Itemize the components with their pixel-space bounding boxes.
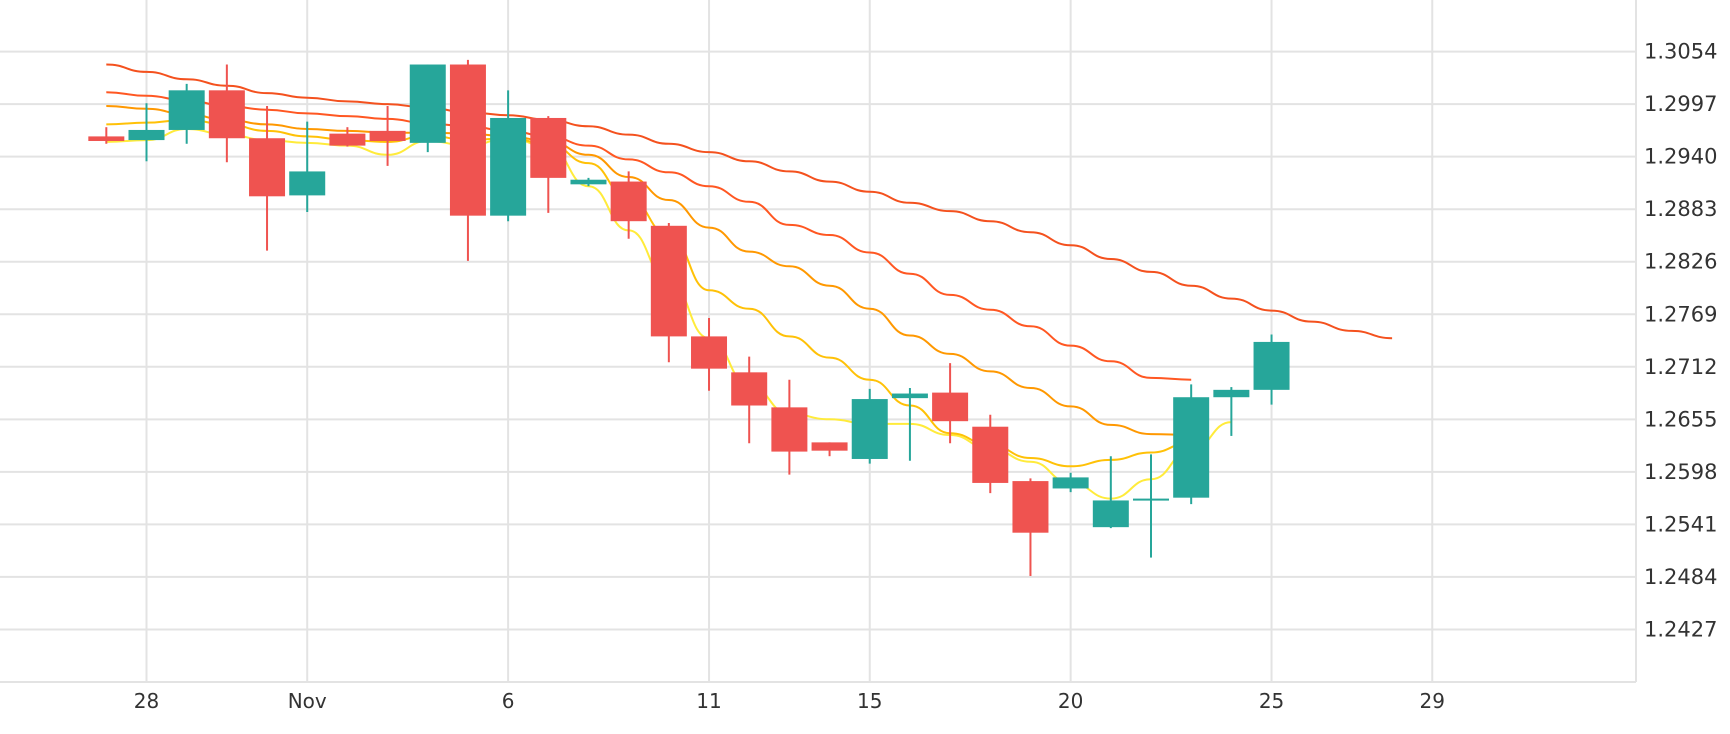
candle-up [1173,384,1210,505]
candle-body [972,426,1009,483]
candle-body [851,399,888,459]
x-axis: 28 Nov 6 11 15 20 25 29 [134,689,1445,713]
candle-up [1253,334,1290,405]
y-tick-label: 1.2940 [1644,145,1717,169]
candle-body [1133,498,1169,501]
x-tick-label: Nov [288,689,327,713]
candle-up [128,103,165,162]
candle-body [289,171,326,196]
candle-body [449,64,486,216]
candle-down [249,105,286,251]
y-tick-label: 1.2484 [1644,565,1717,589]
candle-up [851,388,888,464]
y-axis: 1.3054 1.2997 1.2940 1.2883 1.2826 1.2769 1.27… [1644,40,1717,642]
y-tick-label: 1.2712 [1644,355,1717,379]
candle-body [650,225,687,337]
candle-body [891,393,928,399]
y-tick-label: 1.2427 [1644,617,1717,641]
candle-body [1012,481,1049,533]
x-tick-label: 15 [857,689,882,713]
moving-average-line-5 [106,63,1393,340]
candle-body [249,138,286,197]
candle-down [449,59,486,261]
candle-body [771,407,808,452]
candle-body [208,90,245,139]
candle-up [1052,472,1089,493]
candle-up [1092,456,1129,529]
candle-up [1133,454,1169,558]
moving-average-line-3 [106,105,1192,436]
candle-body [610,181,647,222]
candle-down [530,116,567,213]
candle-down [88,127,125,144]
candle-body [1092,500,1129,528]
x-tick-label: 25 [1259,689,1284,713]
candle-body [691,336,728,369]
candle-down [650,223,687,363]
candle-body [369,130,406,142]
candle-up [409,64,446,153]
y-tick-label: 1.2541 [1644,512,1717,536]
candle-body [570,179,607,185]
x-tick-label: 29 [1420,689,1445,713]
x-tick-label: 28 [134,689,159,713]
candle-body [490,117,527,216]
candle-body [1253,341,1290,390]
candle-up [289,121,326,212]
candle-up [490,90,527,222]
candle-body [329,133,366,146]
candle-body [168,90,205,130]
grid-layer [0,0,1637,683]
candle-body [530,117,567,178]
y-tick-label: 1.2997 [1644,92,1717,116]
y-tick-label: 1.2598 [1644,460,1717,484]
candle-down [691,317,728,391]
candle-body [1052,477,1089,489]
candle-down [731,356,768,444]
y-tick-label: 1.2826 [1644,250,1717,274]
y-tick-label: 1.3054 [1644,40,1717,64]
candle-body [932,392,969,422]
x-tick-label: 11 [696,689,721,713]
candle-down [972,414,1009,494]
x-tick-label: 20 [1058,689,1083,713]
candle-body [731,372,768,406]
candle-body [811,442,848,451]
candle-body [1173,397,1210,498]
moving-average-layer [106,63,1393,500]
moving-average-line-4 [106,91,1192,381]
candle-layer [88,59,1290,577]
candle-down [771,379,808,475]
candle-up [570,177,607,187]
candle-body [1213,389,1250,398]
candle-up [1213,387,1250,436]
candle-down [811,442,848,457]
y-tick-label: 1.2883 [1644,197,1717,221]
y-tick-label: 1.2769 [1644,302,1717,326]
candle-down [369,105,406,166]
candle-down [329,127,366,147]
x-tick-label: 6 [502,689,515,713]
candle-up [168,83,205,144]
candle-body [409,64,446,143]
candle-up [891,388,928,461]
candle-down [932,363,969,444]
candle-body [88,136,125,142]
candle-down [1012,478,1049,577]
candle-body [128,129,165,141]
y-tick-label: 1.2655 [1644,407,1717,431]
candle-down [208,64,245,163]
candle-down [610,171,647,239]
